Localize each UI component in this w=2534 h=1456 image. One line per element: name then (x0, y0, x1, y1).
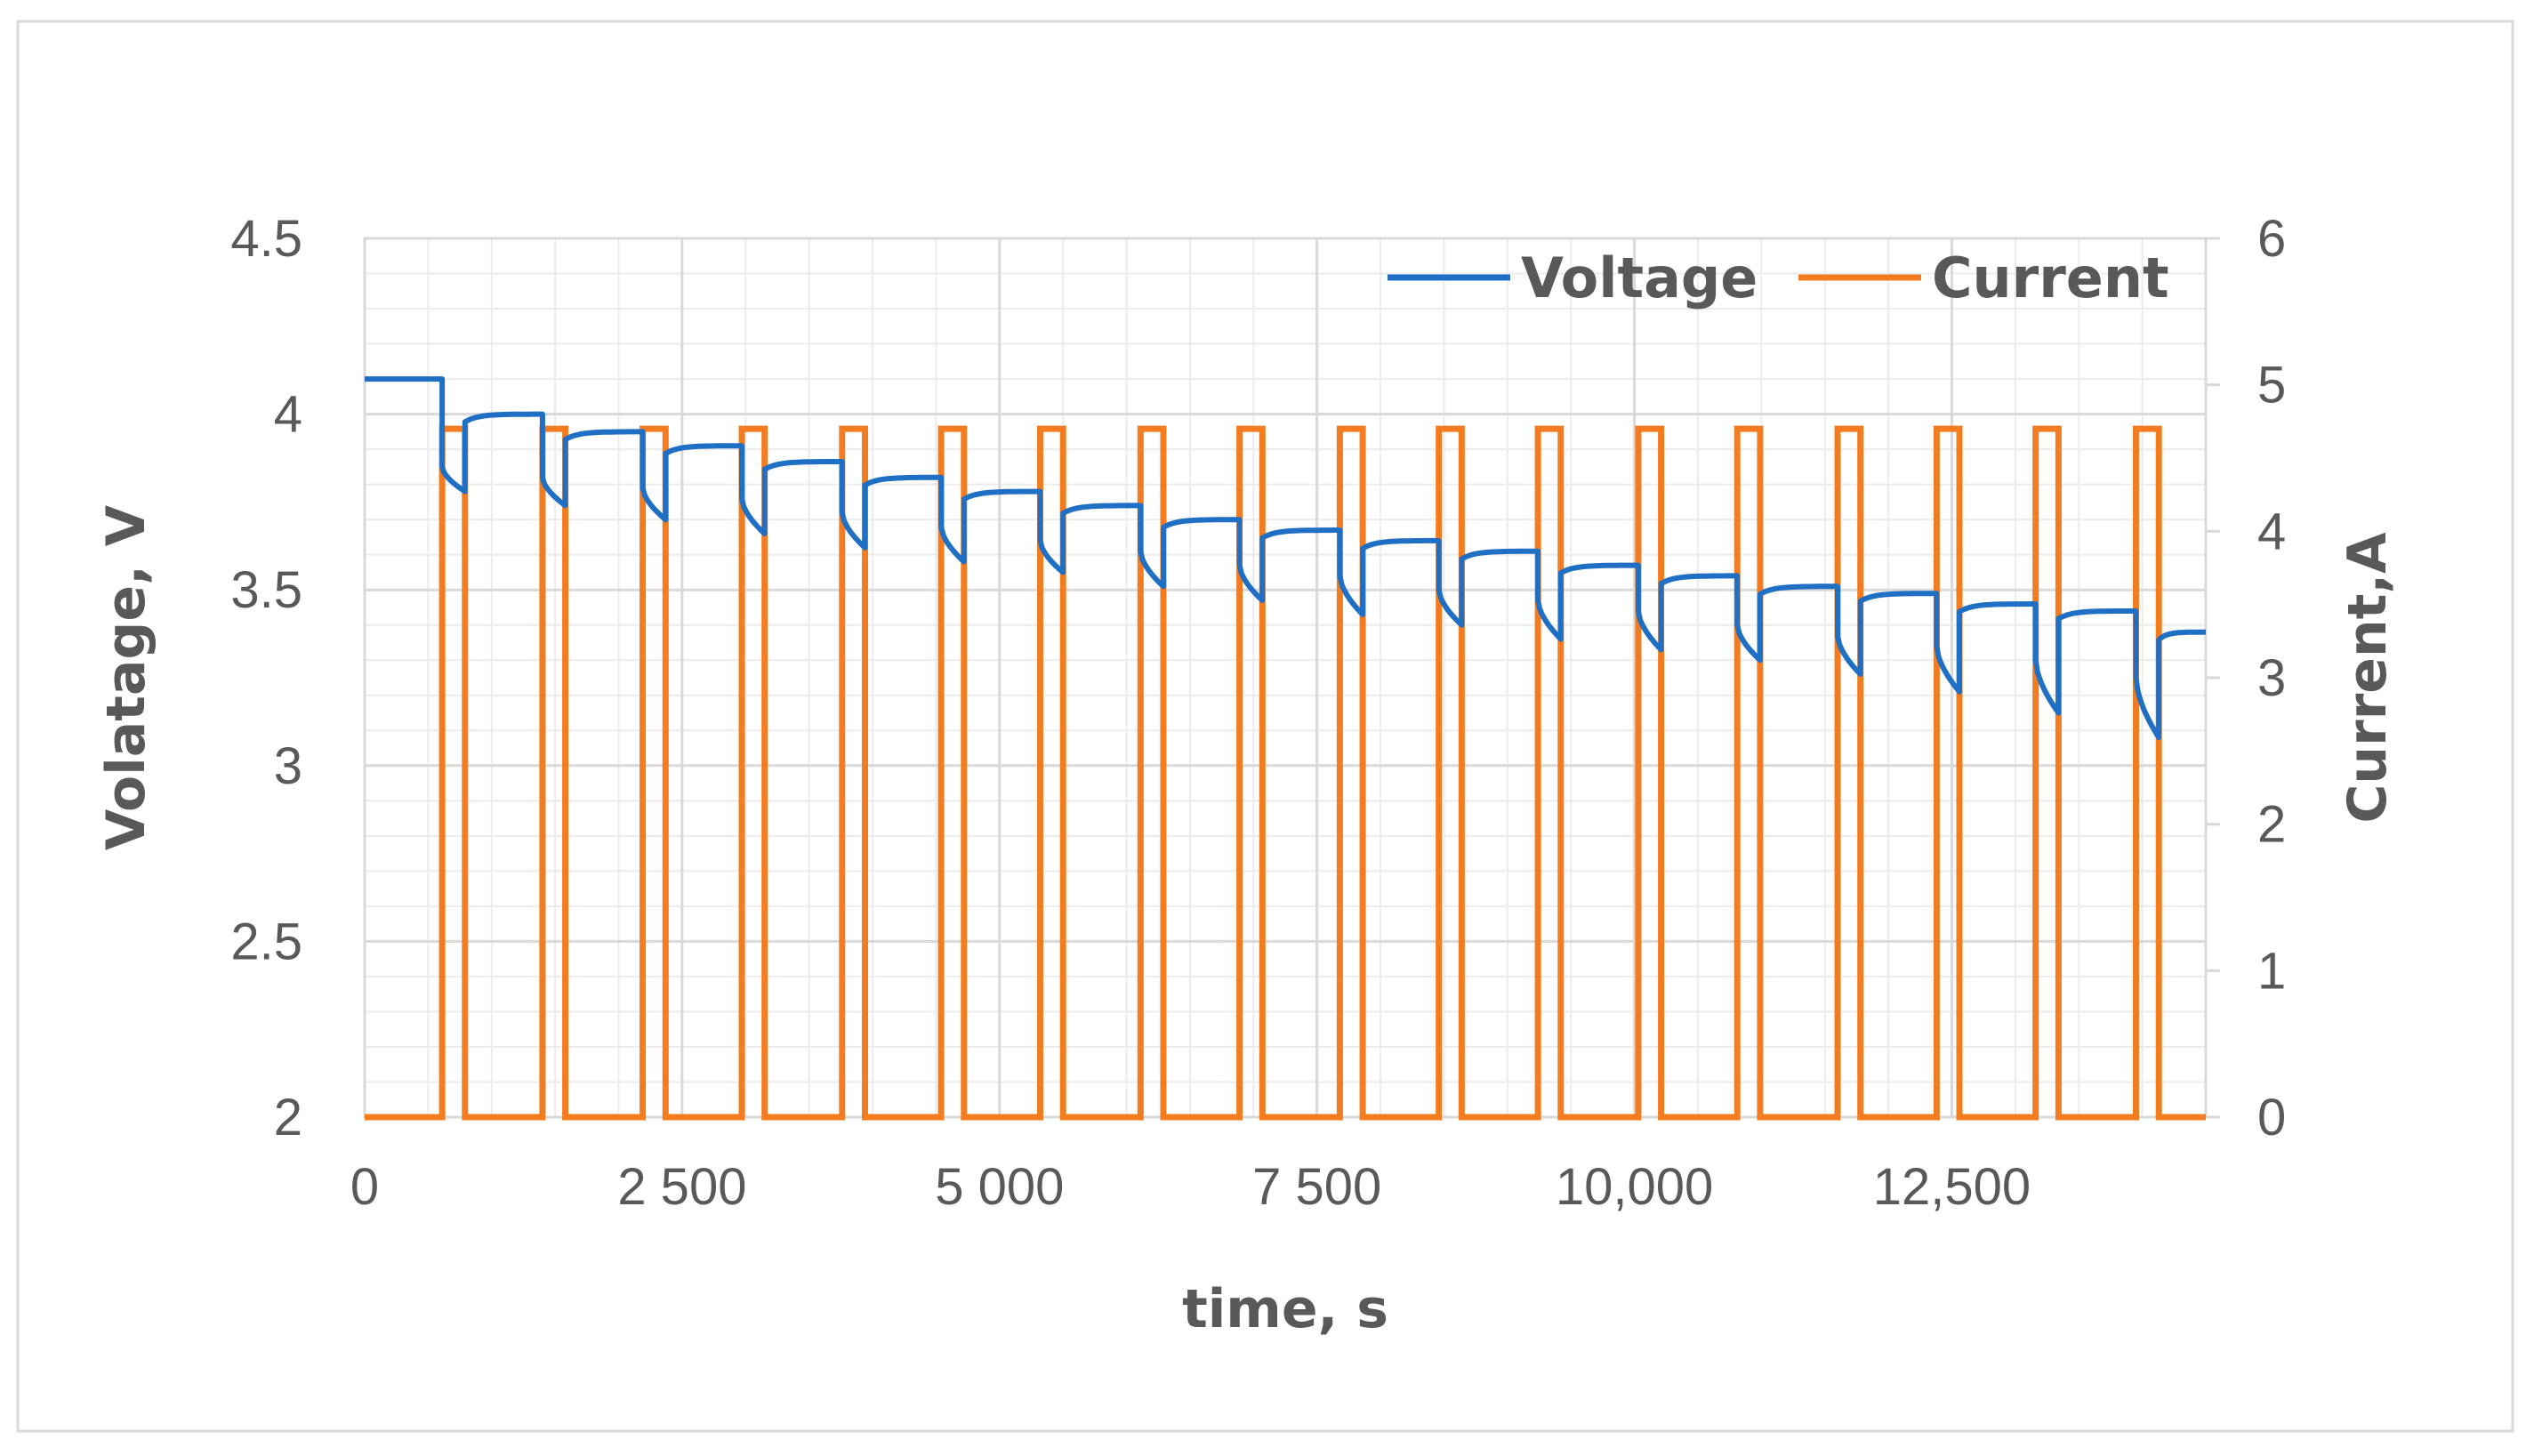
x-tick-label: 10,000 (1556, 1158, 1713, 1216)
x-tick-label: 2 500 (617, 1158, 746, 1216)
y-left-axis-tick-labels: 2 2.5 3 3.5 4 4.5 (230, 210, 302, 1146)
x-axis-title: time, s (1182, 1278, 1388, 1340)
voltage-line (365, 376, 2207, 741)
current-series (365, 425, 2206, 1121)
y-right-tick-label: 0 (2257, 1089, 2286, 1146)
legend-voltage-label: Voltage (1521, 245, 1758, 310)
x-axis-tick-labels: 0 2 500 5 000 7 500 10,000 12,500 (350, 1158, 2031, 1216)
x-tick-label: 7 500 (1252, 1158, 1381, 1216)
y-right-tick-label: 1 (2257, 942, 2286, 1000)
y-right-axis-tick-labels: 0 1 2 3 4 5 6 (2206, 210, 2286, 1146)
y-left-axis-title: Volatage, V (95, 504, 157, 850)
voltage-series (365, 376, 2207, 741)
y-left-tick-label: 2 (274, 1089, 302, 1146)
legend: Voltage Current (1388, 245, 2169, 310)
y-right-axis-title: Current,A (2337, 532, 2399, 824)
y-left-tick-label: 4 (274, 386, 302, 444)
legend-current-label: Current (1932, 245, 2169, 310)
y-right-tick-label: 4 (2257, 503, 2286, 560)
x-tick-label: 12,500 (1873, 1158, 2031, 1216)
y-left-tick-label: 4.5 (230, 210, 302, 268)
y-left-tick-label: 3.5 (230, 561, 302, 619)
y-right-tick-label: 2 (2257, 796, 2286, 854)
y-right-tick-label: 6 (2257, 210, 2286, 268)
x-tick-label: 0 (350, 1158, 379, 1216)
y-left-tick-label: 2.5 (230, 913, 302, 970)
y-left-tick-label: 3 (274, 737, 302, 795)
y-right-tick-label: 5 (2257, 357, 2286, 414)
x-tick-label: 5 000 (935, 1158, 1064, 1216)
current-line (365, 425, 2206, 1121)
y-right-tick-label: 3 (2257, 649, 2286, 707)
